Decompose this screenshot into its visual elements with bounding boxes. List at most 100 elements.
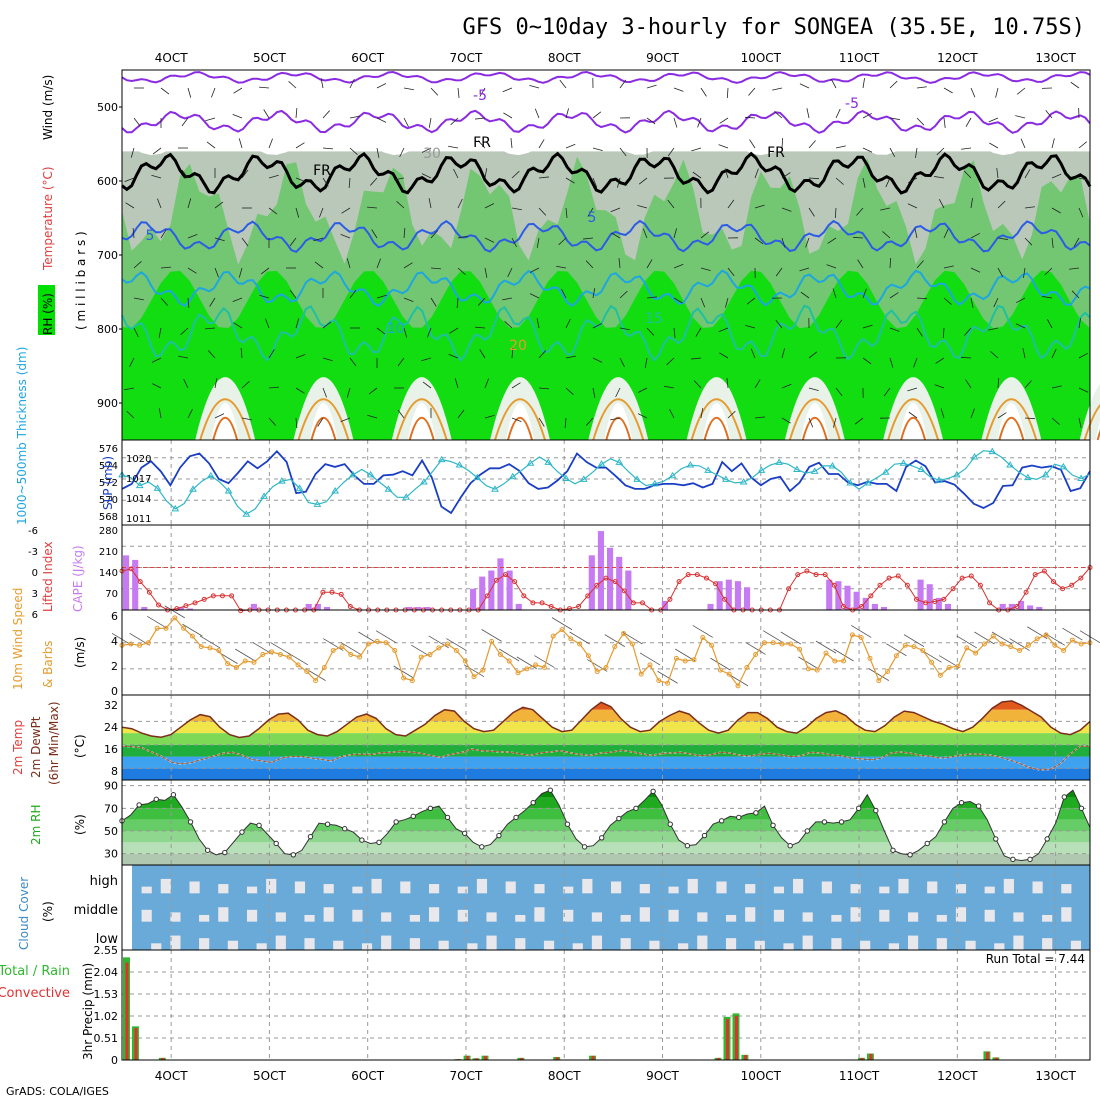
dry-column-core [899,403,928,440]
cape-bar [597,531,604,610]
wind-barb [151,357,162,363]
surface-wind-barb [727,673,749,687]
cloud-cell [505,881,516,894]
wind-speed-marker [700,634,706,640]
li-marker [146,589,152,595]
cape-bar [944,603,952,610]
wind-barb [993,297,999,308]
surface-wind-barb [850,625,872,638]
cape-bar [625,570,632,610]
wind-barb [349,289,357,299]
wind-barb [268,138,273,149]
thickness-marker [242,510,251,517]
cloud-cell [151,943,162,950]
wind-barb [970,198,973,209]
wind-barb [403,297,414,302]
li-marker [320,589,326,595]
wind-barb [914,228,918,239]
isotherm-freezing [121,151,1092,195]
wind-barb [320,78,324,89]
wind-speed-marker [946,665,952,671]
thickness-marker [1006,461,1014,468]
y-tick-rh: 70 [104,802,118,815]
wind-speed-marker [436,645,442,651]
cape-bar [588,555,595,610]
wind-speed-marker [445,641,451,647]
cloud-cell [936,938,947,950]
cloud-cell [1032,881,1043,894]
cloud-cell [831,938,842,950]
wind-barb [835,319,843,329]
cloud-cell [563,909,574,922]
cloud-cell [611,881,622,894]
series-line-slp [121,449,1091,515]
cloud-cell [170,935,181,950]
isotherm-25 [801,417,828,441]
wind-speed-marker [189,633,195,639]
thickness-marker [597,460,606,467]
wind-speed-marker [709,642,715,648]
wind-barb [970,408,975,419]
wind-barb [610,417,621,421]
precip-convective-bar [985,1051,989,1060]
ylabel-temp-unit: (°C) [73,734,87,758]
isotherm-20 [690,398,743,441]
wind-speed-marker [330,648,336,654]
wind-barb [1073,237,1080,247]
wind-barb [697,117,702,128]
cape-bar [132,559,139,610]
wind-barb [129,357,135,368]
wind-barb [970,87,976,98]
wind-barb [397,409,405,419]
x-tick-label-top: 9OCT [646,51,679,65]
li-marker [329,589,335,595]
ylabel-temperature: Temperature (°C) [41,166,55,271]
temp-band [122,709,1090,722]
wind-barb [889,147,896,158]
x-tick-label-bottom: 12OCT [937,1069,978,1083]
wind-barb [619,357,625,368]
wind-barb [367,206,378,209]
wind-barb [970,232,981,239]
cape-bar [1036,606,1043,610]
surface-wind-barb [921,649,942,663]
cloud-cell [352,886,363,894]
x-tick-label-bottom: 8OCT [548,1069,581,1083]
rh-marker [667,821,673,827]
wind-barb [457,87,460,98]
thickness-marker [668,471,677,479]
rh-marker [307,833,314,840]
wind-barb [268,417,276,426]
wind-speed-marker [753,651,759,657]
surface-wind-barb [446,638,467,651]
contour-label: 20 [509,338,527,354]
rh-marker [941,819,948,825]
wind-speed-marker [990,633,996,639]
thickness-marker [1023,473,1032,481]
wind-barb [882,231,891,239]
wind-barb [340,417,351,422]
precip-convective-bar [860,1057,864,1060]
li-marker [1014,603,1020,609]
rh-marker [616,815,622,822]
cape-bar [424,606,431,610]
thickness-marker [722,475,730,482]
wind-speed-marker [770,640,776,646]
wind-barb [341,207,351,214]
y-tick-pressure: 900 [97,397,118,410]
wind-barb [538,417,545,427]
surface-wind-barb [780,631,802,645]
rh-marker [856,805,862,812]
footer-credit: GrADS: COLA/IGES [6,1085,109,1098]
surface-wind-barb [322,638,344,651]
cloud-cell [199,938,210,950]
li-marker [977,582,983,588]
wind-speed-marker [805,666,811,672]
x-tick-label-top: 6OCT [351,51,384,65]
wind-speed-marker [277,651,283,657]
rh-marker [273,840,279,847]
wind-barb [536,318,540,329]
cloud-cell [1061,907,1072,922]
wind-barb [313,237,324,242]
wind-barb [799,267,810,272]
